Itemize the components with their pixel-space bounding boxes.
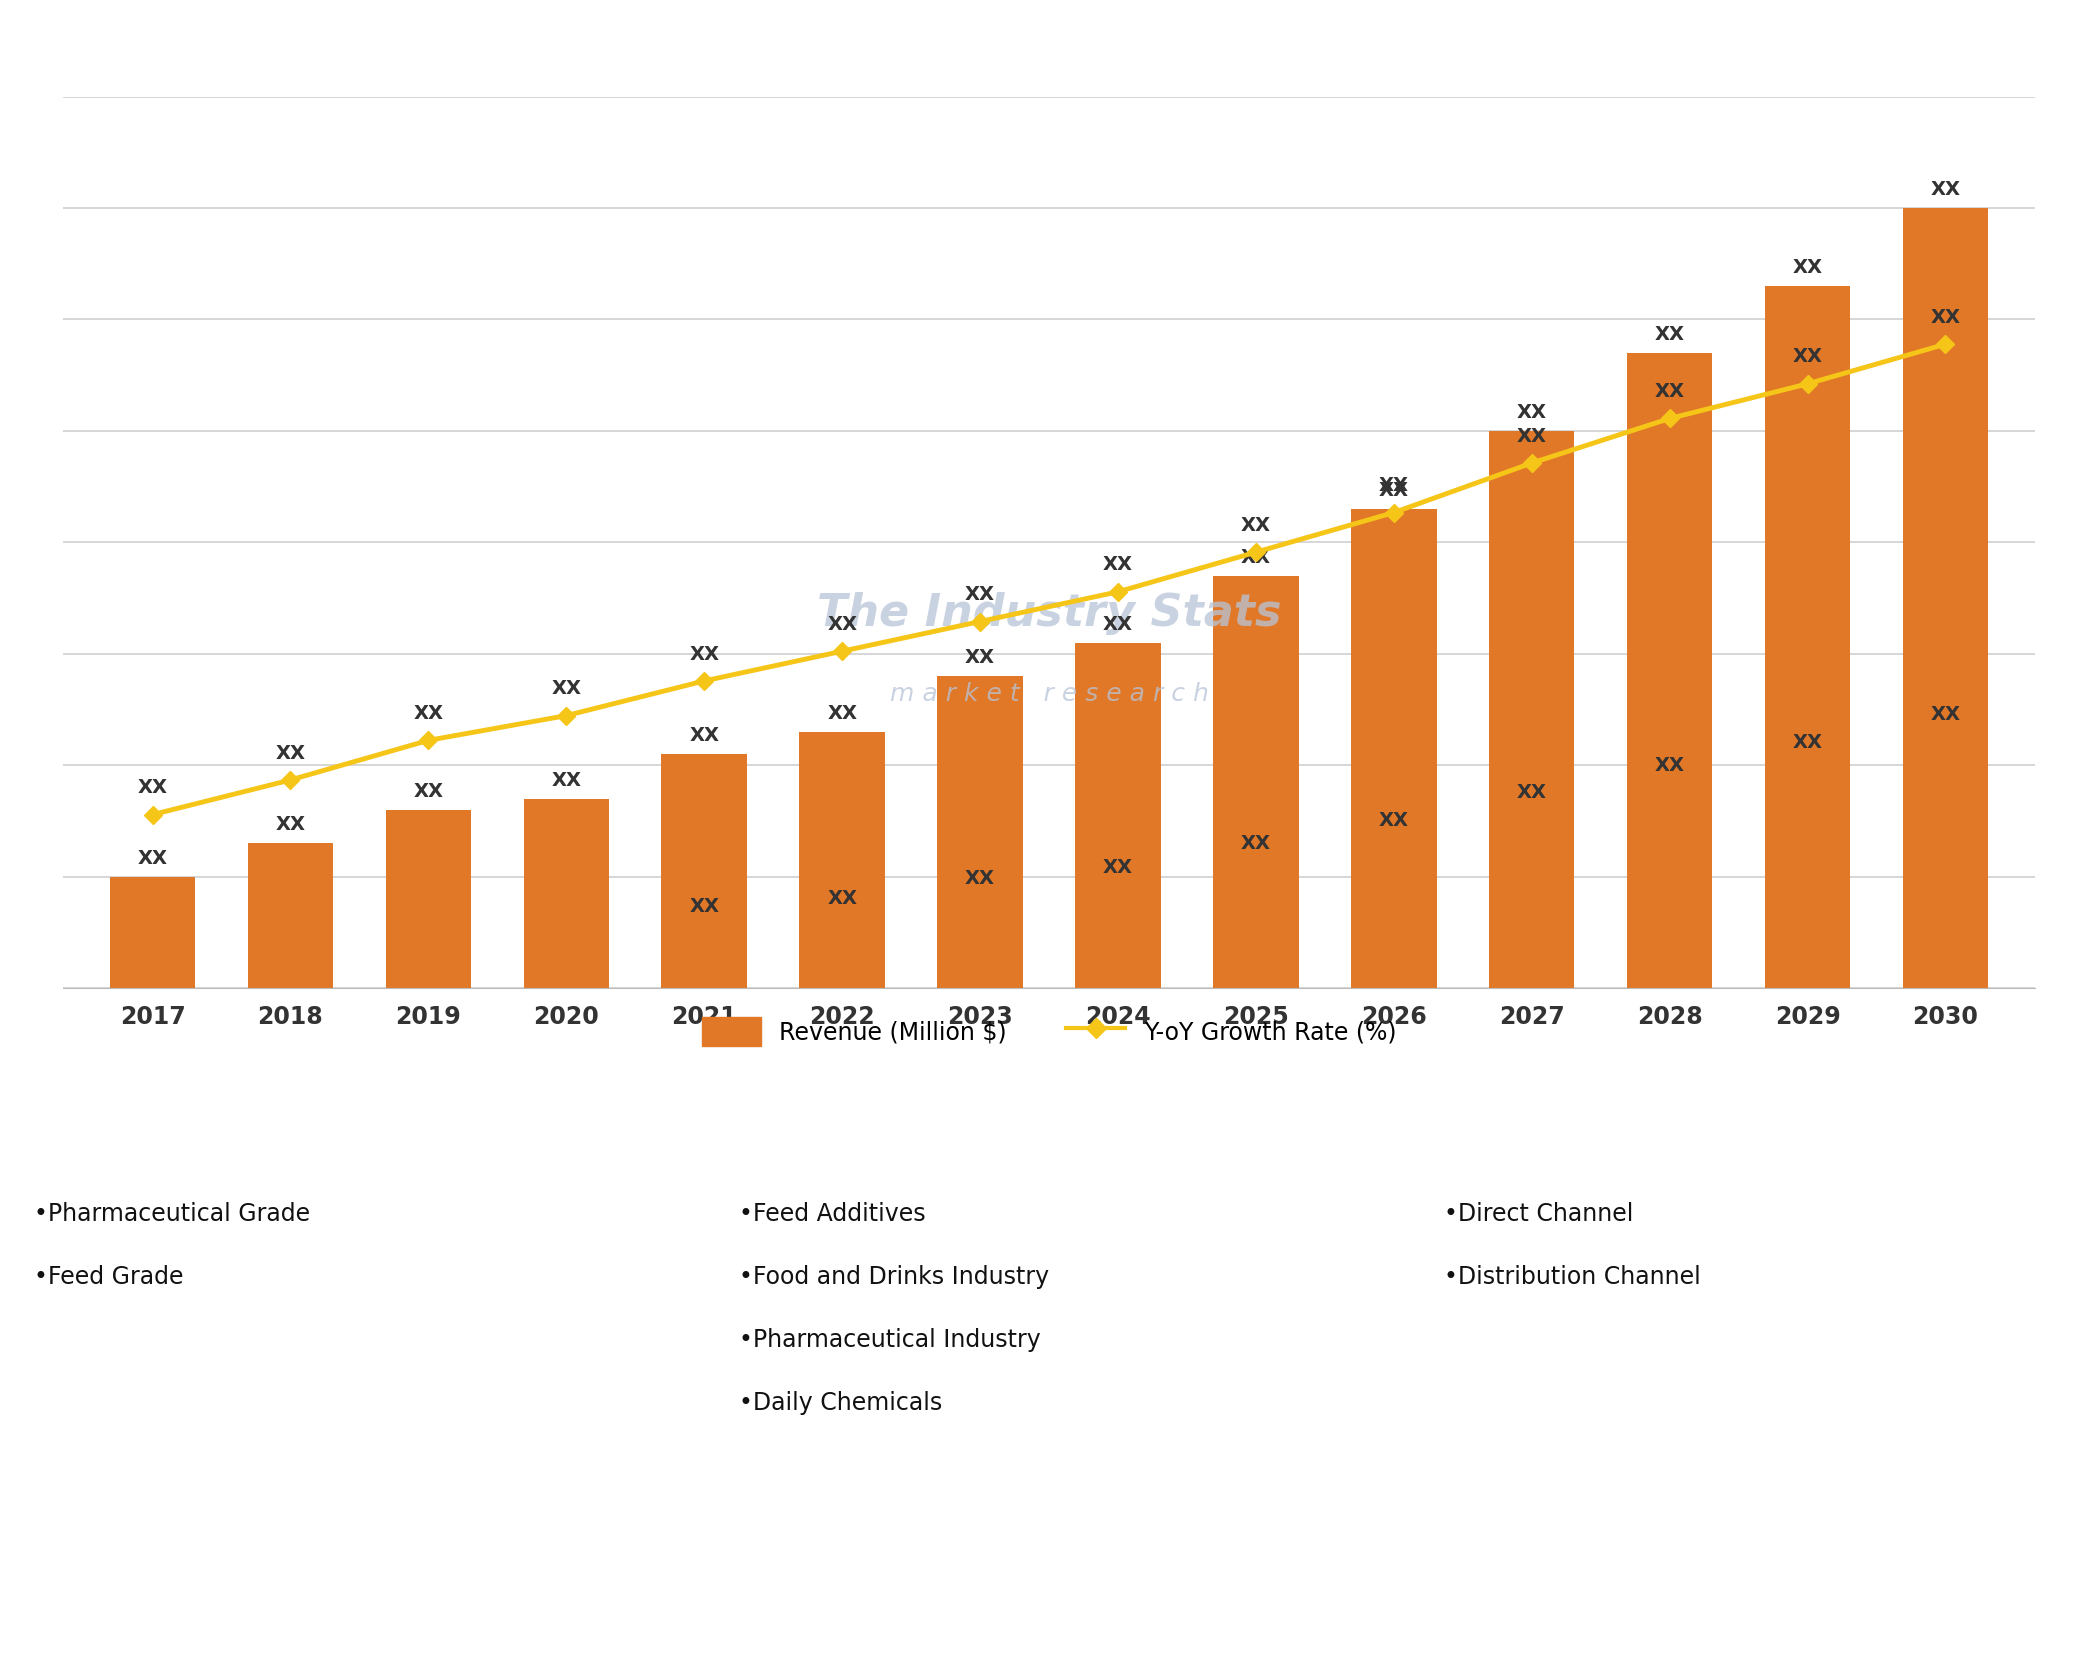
Text: XX: XX [690, 726, 720, 745]
Text: XX: XX [1378, 481, 1408, 500]
Text: XX: XX [1792, 733, 1823, 751]
Text: Product Types: Product Types [245, 1143, 443, 1166]
Text: XX: XX [1517, 783, 1546, 803]
Bar [1903, 208, 1989, 988]
Text: Fig. Global Nicotinamide (NAA) (aka Niacinamide) Market Status and Outlook: Fig. Global Nicotinamide (NAA) (aka Niac… [25, 33, 1420, 63]
Bar [1626, 353, 1712, 988]
Text: XX: XX [1930, 180, 1960, 200]
Text: Email: sales@theindustrystats.com: Email: sales@theindustrystats.com [841, 1618, 1257, 1639]
Text: XX: XX [552, 771, 581, 790]
Bar [109, 876, 195, 988]
Text: XX: XX [827, 703, 858, 723]
Text: XX: XX [275, 815, 306, 835]
Bar [248, 843, 334, 988]
Text: m a r k e t   r e s e a r c h: m a r k e t r e s e a r c h [890, 681, 1208, 706]
Text: XX: XX [1517, 426, 1546, 446]
Text: XX: XX [1104, 858, 1133, 876]
Text: XX: XX [413, 705, 443, 723]
Text: The Industry Stats: The Industry Stats [816, 591, 1282, 635]
Text: XX: XX [1517, 403, 1546, 421]
Text: XX: XX [1930, 705, 1960, 725]
Text: XX: XX [965, 585, 994, 605]
Text: Sales Channels: Sales Channels [1647, 1143, 1861, 1166]
Text: XX: XX [965, 648, 994, 666]
Text: XX: XX [413, 781, 443, 801]
Text: XX: XX [1792, 348, 1823, 367]
Text: XX: XX [1240, 548, 1271, 566]
Text: Application: Application [969, 1143, 1129, 1166]
Text: XX: XX [827, 615, 858, 633]
Text: XX: XX [1240, 516, 1271, 535]
Bar [1074, 643, 1160, 988]
Text: XX: XX [138, 778, 168, 798]
Bar [938, 676, 1024, 988]
Text: •Pharmaceutical Grade

•Feed Grade: •Pharmaceutical Grade •Feed Grade [34, 1201, 311, 1289]
Text: XX: XX [1378, 811, 1408, 830]
Bar [1213, 576, 1299, 988]
Bar [661, 755, 747, 988]
Text: XX: XX [690, 896, 720, 916]
Legend: Revenue (Million $), Y-oY Growth Rate (%): Revenue (Million $), Y-oY Growth Rate (%… [692, 1008, 1406, 1055]
Text: XX: XX [1930, 308, 1960, 327]
Text: XX: XX [1104, 555, 1133, 575]
Text: •Feed Additives

•Food and Drinks Industry

•Pharmaceutical Industry

•Daily Che: •Feed Additives •Food and Drinks Industr… [738, 1201, 1049, 1416]
Text: XX: XX [552, 680, 581, 698]
Bar [1764, 287, 1850, 988]
Bar [386, 810, 472, 988]
Text: XX: XX [965, 870, 994, 888]
Bar [1351, 508, 1437, 988]
Text: Website: www.theindustrystats.com: Website: www.theindustrystats.com [1649, 1618, 2077, 1639]
Text: Source: Theindustrystats Analysis: Source: Theindustrystats Analysis [21, 1618, 424, 1639]
Text: XX: XX [827, 888, 858, 908]
Text: XX: XX [1655, 325, 1685, 343]
Text: XX: XX [275, 743, 306, 763]
Text: XX: XX [1104, 615, 1133, 633]
Text: XX: XX [690, 645, 720, 663]
Text: XX: XX [1792, 258, 1823, 277]
Text: XX: XX [1378, 476, 1408, 495]
Text: •Direct Channel

•Distribution Channel: •Direct Channel •Distribution Channel [1443, 1201, 1701, 1289]
Text: XX: XX [1655, 756, 1685, 775]
Bar [524, 798, 608, 988]
Bar [799, 731, 885, 988]
Bar [1490, 431, 1574, 988]
Text: XX: XX [1655, 382, 1685, 402]
Text: XX: XX [1240, 835, 1271, 853]
Text: XX: XX [138, 848, 168, 868]
